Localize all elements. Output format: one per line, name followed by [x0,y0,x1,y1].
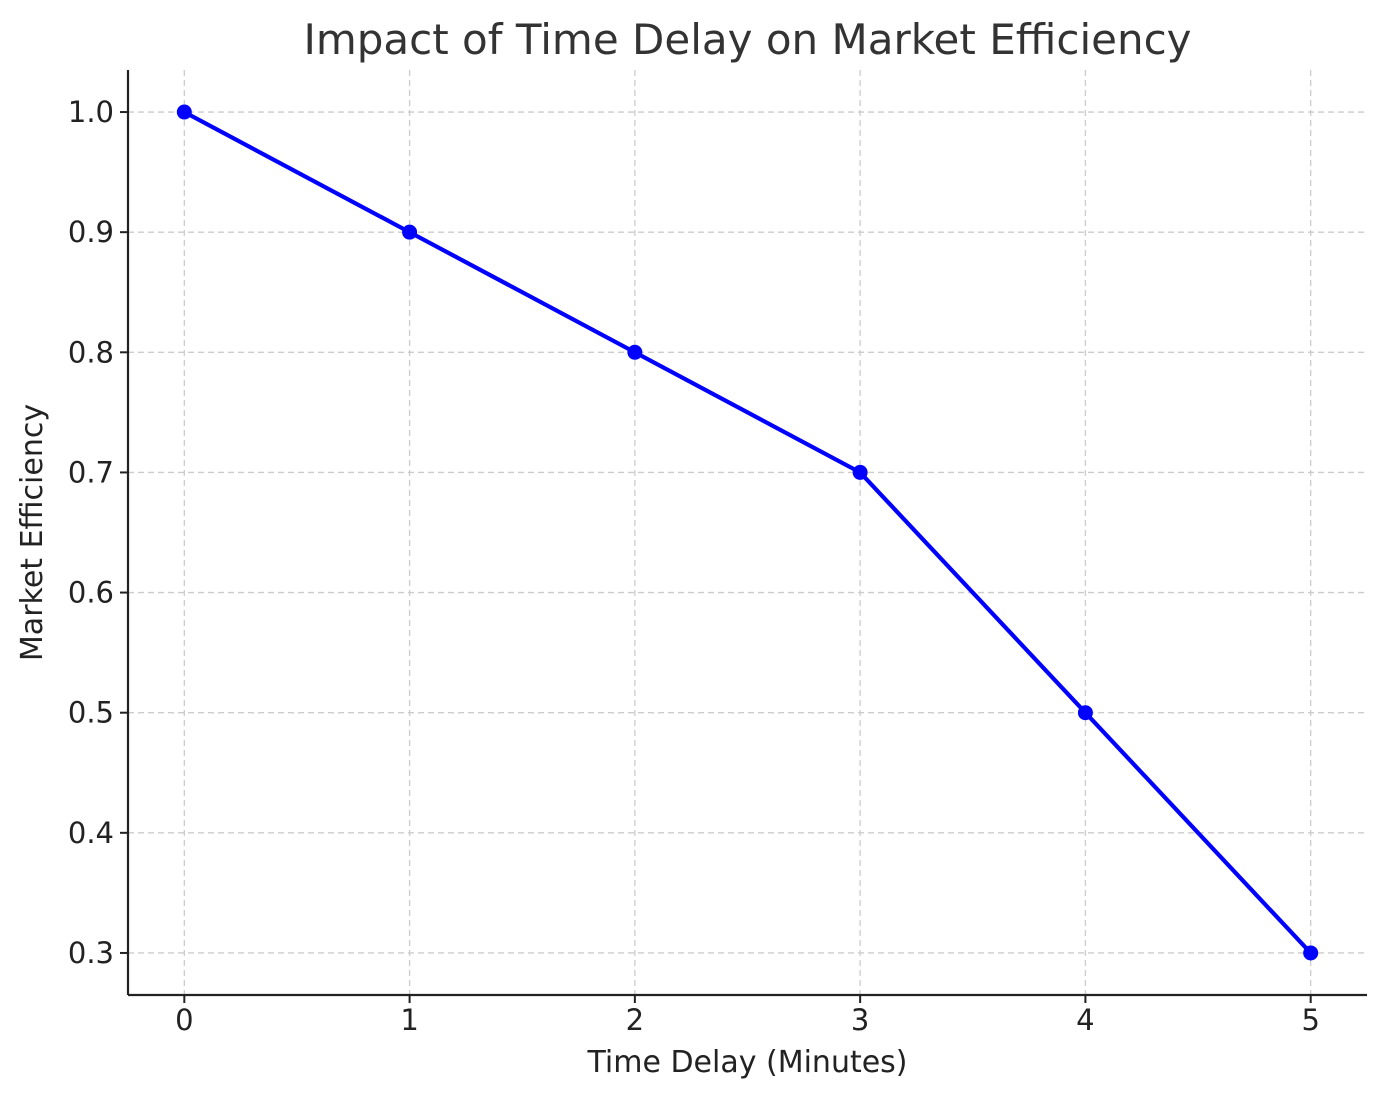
x-axis-label: Time Delay (Minutes) [586,1045,907,1080]
chart-title: Impact of Time Delay on Market Efficienc… [303,15,1191,64]
x-tick-label: 5 [1301,1003,1319,1037]
data-point [1077,705,1093,721]
y-tick-label: 0.9 [68,215,114,249]
y-tick-label: 0.7 [68,455,114,489]
y-tick-label: 1.0 [68,95,114,129]
x-tick-label: 0 [175,1003,193,1037]
x-tick-label: 3 [851,1003,869,1037]
data-point [402,224,418,240]
data-point [1303,945,1319,961]
data-series [176,104,1319,961]
x-axis-ticks: 0 1 2 3 4 5 [175,995,1320,1037]
y-tick-label: 0.3 [68,936,114,970]
y-tick-label: 0.5 [68,696,114,730]
y-axis-ticks: 1.0 0.9 0.8 0.7 0.6 0.5 0.4 0.3 [68,95,128,970]
x-tick-label: 1 [400,1003,418,1037]
grid [128,70,1367,995]
y-axis-label: Market Efficiency [15,404,50,661]
y-tick-label: 0.8 [68,335,114,369]
series-line [182,109,1313,956]
x-tick-label: 2 [626,1003,644,1037]
axes-spines [126,70,1367,997]
x-tick-label: 4 [1076,1003,1094,1037]
y-tick-label: 0.4 [68,816,114,850]
data-point [852,464,868,480]
y-tick-label: 0.6 [68,576,114,610]
data-point [176,104,192,120]
data-point [627,344,643,360]
